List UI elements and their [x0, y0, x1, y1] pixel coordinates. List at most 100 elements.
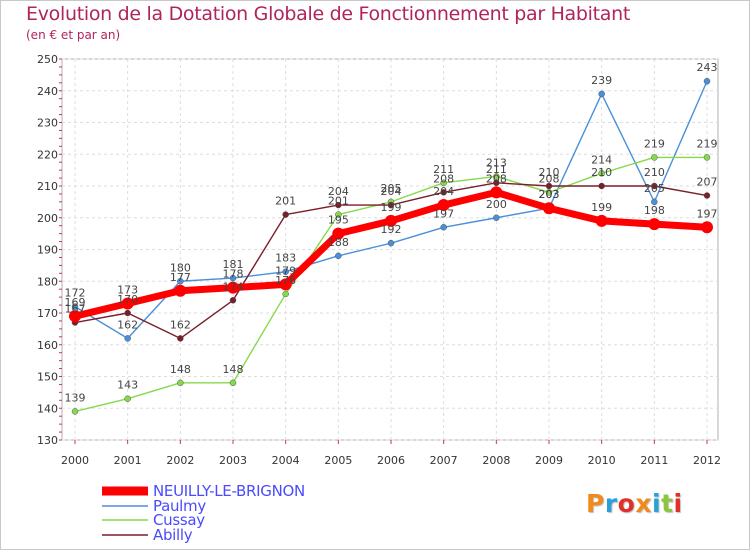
- proxiti-logo: Proxiti: [586, 489, 683, 518]
- data-label-neuilly-le-brignon: 195: [328, 214, 349, 227]
- data-label-abilly: 211: [486, 163, 507, 176]
- legend-swatch-neuilly: [102, 486, 148, 496]
- x-tick-label: 2006: [377, 454, 405, 467]
- data-point-cussay: [545, 189, 553, 196]
- data-label-cussay: 143: [117, 379, 138, 392]
- y-tick-label: 200: [37, 212, 58, 225]
- legend-swatch-abilly: [102, 534, 148, 536]
- data-label-cussay: 148: [223, 363, 244, 376]
- data-label-neuilly-le-brignon: 179: [275, 264, 296, 277]
- x-tick-label: 2001: [114, 454, 142, 467]
- y-tick-label: 180: [37, 275, 58, 288]
- chart-title: Evolution de la Dotation Globale de Fonc…: [26, 3, 631, 25]
- data-point-paulmy: [651, 198, 658, 206]
- y-tick-label: 170: [37, 307, 58, 320]
- data-point-paulmy: [440, 224, 447, 231]
- data-point-cussay: [651, 154, 658, 161]
- data-label-paulmy: 243: [697, 61, 718, 74]
- data-label-paulmy: 180: [170, 261, 191, 274]
- data-label-abilly: 207: [697, 176, 718, 189]
- data-label-abilly: 210: [539, 166, 560, 179]
- legend-swatch-paulmy: [102, 505, 148, 507]
- data-point-abilly: [177, 335, 184, 342]
- data-label-paulmy: 192: [381, 223, 402, 236]
- data-point-abilly: [598, 182, 605, 190]
- data-point-neuilly-le-brignon: [121, 297, 134, 310]
- data-point-cussay: [282, 290, 289, 298]
- data-label-cussay: 219: [644, 137, 665, 150]
- data-point-paulmy: [703, 77, 711, 85]
- y-tick-label: 130: [37, 434, 58, 447]
- logo-letter: o: [617, 489, 636, 518]
- data-point-cussay: [703, 154, 711, 161]
- x-tick-label: 2005: [324, 454, 352, 467]
- data-label-cussay: 139: [65, 391, 86, 404]
- legend-item-abilly[interactable]: Abilly: [100, 527, 305, 542]
- data-point-cussay: [335, 211, 342, 218]
- data-point-abilly: [335, 201, 342, 209]
- data-point-neuilly-le-brignon: [69, 310, 81, 323]
- data-label-abilly: 210: [644, 166, 665, 179]
- data-label-neuilly-le-brignon: 177: [170, 271, 191, 284]
- data-point-abilly: [440, 189, 447, 196]
- data-point-paulmy: [71, 303, 79, 310]
- data-label-neuilly-le-brignon: 203: [539, 188, 560, 201]
- data-point-abilly: [124, 309, 131, 317]
- data-point-neuilly-le-brignon: [385, 214, 397, 227]
- data-point-paulmy: [124, 335, 131, 342]
- data-label-paulmy: 188: [328, 236, 349, 249]
- data-label-paulmy: 205: [644, 182, 665, 195]
- x-tick-label: 2010: [588, 454, 616, 467]
- y-tick-label: 140: [37, 402, 58, 415]
- data-label-neuilly-le-brignon: 173: [117, 283, 138, 296]
- legend-item-cussay[interactable]: Cussay: [100, 513, 305, 528]
- data-label-abilly: 201: [275, 195, 296, 208]
- x-tick-label: 2009: [535, 454, 563, 467]
- data-label-neuilly-le-brignon: 204: [433, 185, 454, 198]
- data-point-abilly: [545, 182, 553, 190]
- data-label-cussay: 176: [275, 274, 296, 287]
- data-label-neuilly-le-brignon: 198: [644, 204, 665, 217]
- logo-letter: x: [635, 489, 652, 518]
- data-point-abilly: [229, 297, 237, 304]
- data-point-abilly: [387, 201, 395, 209]
- x-tick-label: 2002: [166, 454, 194, 467]
- data-point-cussay: [440, 179, 447, 187]
- data-point-neuilly-le-brignon: [543, 202, 555, 215]
- y-tick-label: 220: [37, 148, 58, 161]
- x-tick-label: 2011: [640, 454, 668, 467]
- y-tick-label: 250: [37, 53, 58, 66]
- data-point-cussay: [124, 395, 131, 402]
- data-point-paulmy: [229, 274, 237, 282]
- data-point-cussay: [229, 379, 237, 387]
- data-point-paulmy: [177, 278, 184, 285]
- legend-item-paulmy[interactable]: Paulmy: [100, 496, 305, 515]
- data-point-cussay: [71, 408, 79, 415]
- y-tick-label: 150: [37, 371, 58, 384]
- data-point-neuilly-le-brignon: [648, 218, 661, 231]
- data-label-abilly: 204: [381, 185, 402, 198]
- x-tick-label: 2008: [482, 454, 510, 467]
- legend-label-neuilly: NEUILLY-LE-BRIGNON: [153, 482, 305, 501]
- data-point-neuilly-le-brignon: [701, 221, 713, 234]
- data-label-neuilly-le-brignon: 199: [381, 201, 402, 214]
- data-label-abilly: 162: [170, 318, 191, 331]
- data-label-neuilly-le-brignon: 197: [697, 207, 718, 220]
- data-label-neuilly-le-brignon: 178: [223, 268, 244, 281]
- data-point-abilly: [282, 211, 289, 218]
- y-tick-label: 160: [37, 339, 58, 352]
- data-label-cussay: 213: [486, 156, 507, 169]
- data-point-neuilly-le-brignon: [332, 227, 345, 240]
- legend-item-neuilly[interactable]: NEUILLY-LE-BRIGNON: [100, 484, 305, 499]
- legend-label-cussay: Cussay: [153, 511, 205, 530]
- data-point-cussay: [598, 170, 605, 177]
- data-label-paulmy: 172: [65, 287, 86, 300]
- legend-label-paulmy: Paulmy: [153, 496, 206, 515]
- data-label-paulmy: 197: [433, 207, 454, 220]
- data-label-paulmy: 181: [223, 258, 244, 271]
- data-label-paulmy: 239: [591, 74, 612, 87]
- y-tick-label: 190: [37, 244, 58, 257]
- data-point-paulmy: [282, 268, 289, 275]
